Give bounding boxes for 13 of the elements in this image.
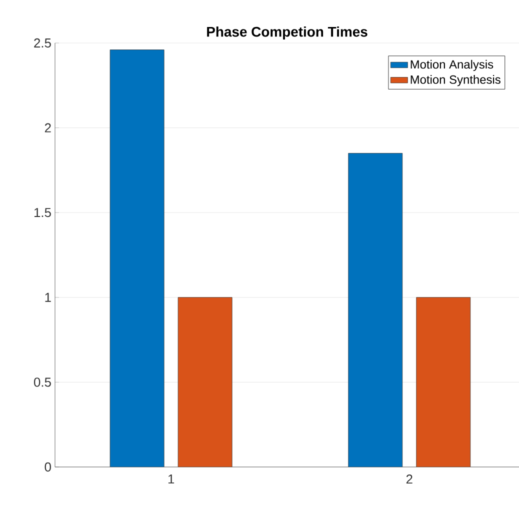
y-tick-label: 0 [44,462,51,472]
bar [348,153,403,467]
legend-label: Motion Analysis [410,60,494,72]
y-tick-label: 0.5 [34,378,51,387]
bar [416,297,471,467]
y-tick-label: 2.5 [34,38,51,48]
y-tick-label: 1 [45,292,51,302]
y-tick-label: 2 [44,123,51,132]
legend-label: Motion Synthesis [410,75,500,86]
bar [178,297,232,467]
y-tick-label: 1.5 [34,208,51,218]
bar [110,50,164,467]
chart-title: Phase Competion Times [207,26,368,40]
